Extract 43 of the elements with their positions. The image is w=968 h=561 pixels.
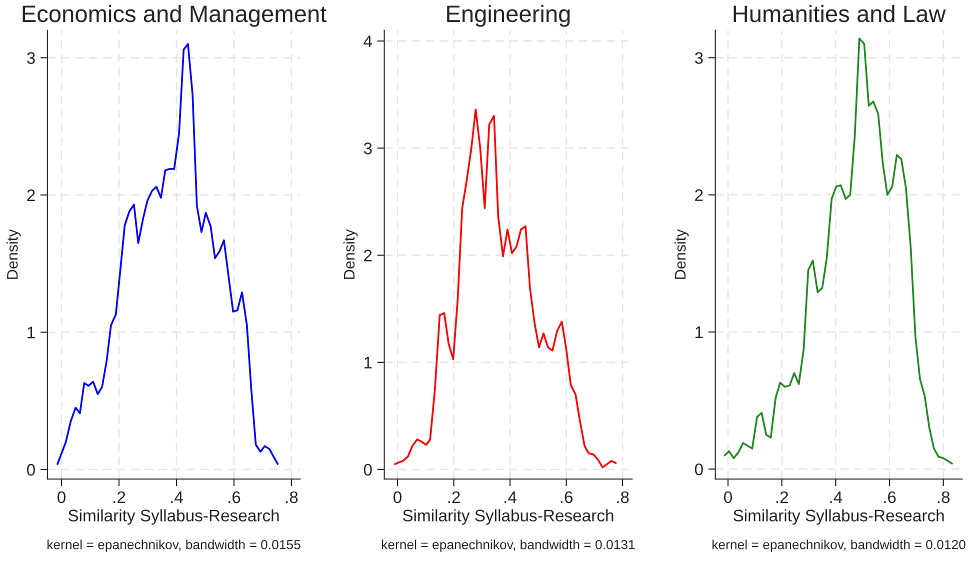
y-tick-label: 0	[364, 464, 372, 476]
x-tick-label: .6	[560, 491, 572, 504]
y-axis-title: Density	[674, 229, 689, 279]
line-series	[394, 108, 617, 468]
x-tick-label: .4	[504, 492, 516, 503]
x-tick-label: .8	[617, 491, 629, 504]
x-tick-label: .2	[448, 491, 460, 503]
x-tick-label: .6	[228, 491, 240, 504]
y-tick-label: 3	[694, 52, 703, 64]
x-tick-label: .8	[286, 491, 298, 504]
y-tick-label: 3	[26, 52, 35, 64]
x-tick-label: 0	[724, 491, 732, 504]
x-tick-label: .4	[171, 492, 183, 503]
y-tick-label: 2	[27, 189, 35, 202]
y-tick-label: 1	[696, 326, 703, 338]
y-tick-label: 0	[694, 463, 703, 476]
y-tick-label: 4	[364, 36, 372, 48]
x-tick-label: .2	[114, 491, 126, 503]
x-axis-title: Similarity Syllabus-Research	[68, 509, 279, 525]
x-axis-title: Similarity Syllabus-Research	[733, 509, 944, 525]
y-axis-title: Density	[343, 229, 358, 279]
x-tick-label: 0	[394, 491, 402, 504]
chart-title: Humanities and Law	[734, 4, 946, 22]
y-tick-label: 2	[364, 250, 372, 262]
line-series	[56, 43, 279, 465]
text: kernel = epanechnikov, bandwidth = 0.0131	[382, 540, 635, 552]
x-axis-title: Similarity Syllabus-Research	[402, 509, 614, 525]
y-tick-label: 1	[364, 356, 372, 368]
y-tick-label: 3	[364, 142, 372, 154]
chart-title: Economics and Management	[22, 4, 326, 27]
y-tick-label: 1	[28, 326, 35, 338]
x-tick-label: .4	[830, 492, 842, 503]
y-axis-title: Density	[6, 229, 21, 279]
x-tick-label: .2	[776, 491, 788, 503]
line-series	[724, 38, 953, 465]
x-tick-label: .6	[884, 491, 896, 504]
y-tick-label: 0	[27, 464, 35, 476]
x-tick-label: 0	[58, 491, 66, 504]
y-tick-label: 2	[695, 189, 703, 201]
text: kernel = epanechnikov, bandwidth = 0.0155	[48, 540, 300, 552]
text: kernel = epanechnikov, bandwidth = 0.0120	[712, 540, 966, 552]
x-tick-label: .8	[938, 491, 950, 504]
chart-title: Engineering	[447, 4, 570, 27]
